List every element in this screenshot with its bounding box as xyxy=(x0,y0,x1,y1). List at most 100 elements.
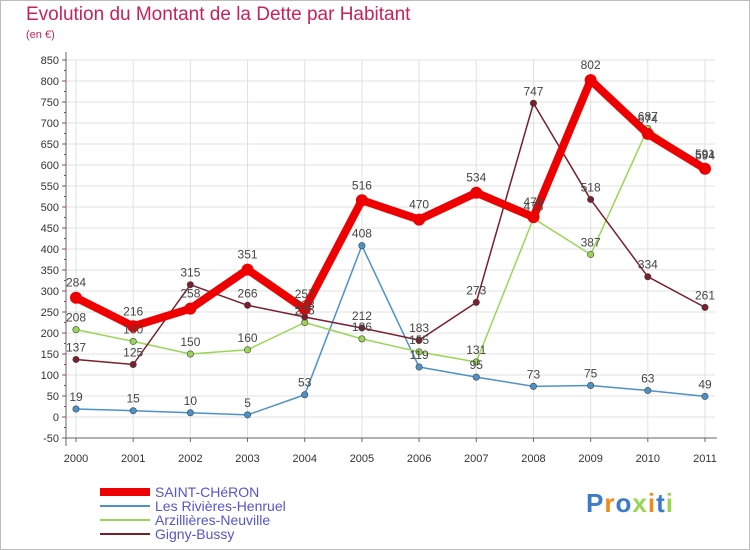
data-label: 131 xyxy=(466,343,486,357)
y-tick-label: 850 xyxy=(41,55,59,67)
logo-letter: t xyxy=(656,488,666,518)
data-label: 518 xyxy=(581,180,601,194)
data-label: 470 xyxy=(409,198,429,212)
data-point xyxy=(529,99,537,107)
data-point xyxy=(70,291,82,304)
data-point xyxy=(472,373,480,381)
y-tick-label: 550 xyxy=(41,181,59,193)
legend-label-0: SAINT-CHéRON xyxy=(155,484,259,500)
logo-letter: o xyxy=(615,488,633,518)
y-tick-label: -50 xyxy=(43,433,59,445)
data-label: 119 xyxy=(410,348,429,362)
data-point xyxy=(470,186,483,199)
data-point xyxy=(186,409,194,417)
x-tick-label: 2008 xyxy=(521,453,545,465)
legend-label-3: Gigny-Bussy xyxy=(155,526,234,542)
data-point xyxy=(301,391,309,399)
data-point xyxy=(413,213,426,226)
data-label: 747 xyxy=(523,84,543,98)
series-line-2 xyxy=(75,127,706,363)
data-label: 180 xyxy=(123,322,143,336)
data-label: 15 xyxy=(127,392,141,406)
data-point xyxy=(129,360,137,368)
data-label: 273 xyxy=(466,283,486,297)
data-point xyxy=(241,263,254,276)
data-point xyxy=(472,298,480,306)
data-point xyxy=(129,337,137,345)
x-tick-label: 2005 xyxy=(350,453,374,465)
data-point xyxy=(72,405,80,413)
y-tick-label: 300 xyxy=(41,286,59,298)
data-label: 258 xyxy=(180,287,200,301)
data-point xyxy=(472,358,480,366)
y-tick-label: 200 xyxy=(41,328,59,340)
y-tick-label: 100 xyxy=(41,370,59,382)
data-label: 334 xyxy=(638,258,658,272)
data-point xyxy=(587,250,595,258)
x-tick-label: 2002 xyxy=(178,453,202,465)
data-label: 687 xyxy=(638,109,658,123)
data-label: 5 xyxy=(244,396,251,410)
data-point xyxy=(244,301,252,309)
series xyxy=(70,74,711,419)
data-point xyxy=(644,387,652,395)
data-point xyxy=(355,194,368,207)
data-label: 10 xyxy=(184,394,198,408)
series-line-0 xyxy=(72,76,709,331)
data-point xyxy=(644,273,652,281)
data-point xyxy=(186,281,194,289)
data-label: 49 xyxy=(698,377,712,391)
data-point xyxy=(415,363,423,371)
data-label: 155 xyxy=(409,333,429,347)
data-label: 19 xyxy=(69,390,83,404)
x-tick-label: 2003 xyxy=(235,453,259,465)
data-point xyxy=(701,392,709,400)
data-point xyxy=(72,355,80,363)
data-point xyxy=(244,346,252,354)
y-tick-label: 600 xyxy=(41,160,59,172)
data-point xyxy=(529,382,537,390)
data-label: 125 xyxy=(123,346,143,360)
data-label: 802 xyxy=(581,58,601,72)
y-tick-label: 350 xyxy=(41,265,59,277)
data-label: 534 xyxy=(466,171,486,185)
data-label: 137 xyxy=(66,340,86,354)
logo-letter: P xyxy=(586,488,605,518)
data-point xyxy=(587,195,595,203)
data-label: 476 xyxy=(523,195,543,209)
x-tick-label: 2010 xyxy=(636,453,660,465)
y-tick-label: 0 xyxy=(53,412,59,424)
data-label: 186 xyxy=(352,320,372,334)
data-labels: 284 216 258 351 257 516 470 534 476 802 674 591 19 15… xyxy=(66,58,715,410)
data-point xyxy=(72,326,80,334)
unit-label: (en €) xyxy=(26,29,55,41)
data-label: 160 xyxy=(238,331,258,345)
series-line-3 xyxy=(75,102,706,366)
y-tick-label: 450 xyxy=(41,223,59,235)
data-label: 516 xyxy=(352,178,372,192)
data-label: 387 xyxy=(581,235,601,249)
data-label: 225 xyxy=(295,304,315,318)
proxiti-logo: Proxiti xyxy=(586,488,674,519)
grid xyxy=(66,59,715,439)
logo-letter: x xyxy=(632,488,648,518)
data-label: 591 xyxy=(695,147,715,161)
data-point xyxy=(415,336,423,344)
data-point xyxy=(587,381,595,389)
data-point xyxy=(184,302,197,315)
legend-label-1: Les Rivières-Henruel xyxy=(155,498,286,514)
chart-title: Evolution du Montant de la Dette par Hab… xyxy=(26,4,411,25)
data-label: 594 xyxy=(695,149,715,163)
x-tick-label: 2000 xyxy=(64,453,88,465)
y-tick-label: 250 xyxy=(41,307,59,319)
x-tick-label: 2004 xyxy=(292,453,316,465)
x-tick-label: 2011 xyxy=(693,453,717,465)
data-label: 257 xyxy=(295,287,315,301)
data-label: 212 xyxy=(352,309,372,323)
data-point xyxy=(358,242,366,250)
series-line-1 xyxy=(75,244,706,416)
data-label: 63 xyxy=(641,372,655,386)
y-tick-label: 500 xyxy=(41,202,59,214)
legend-label-2: Arzillières-Neuville xyxy=(155,512,270,528)
